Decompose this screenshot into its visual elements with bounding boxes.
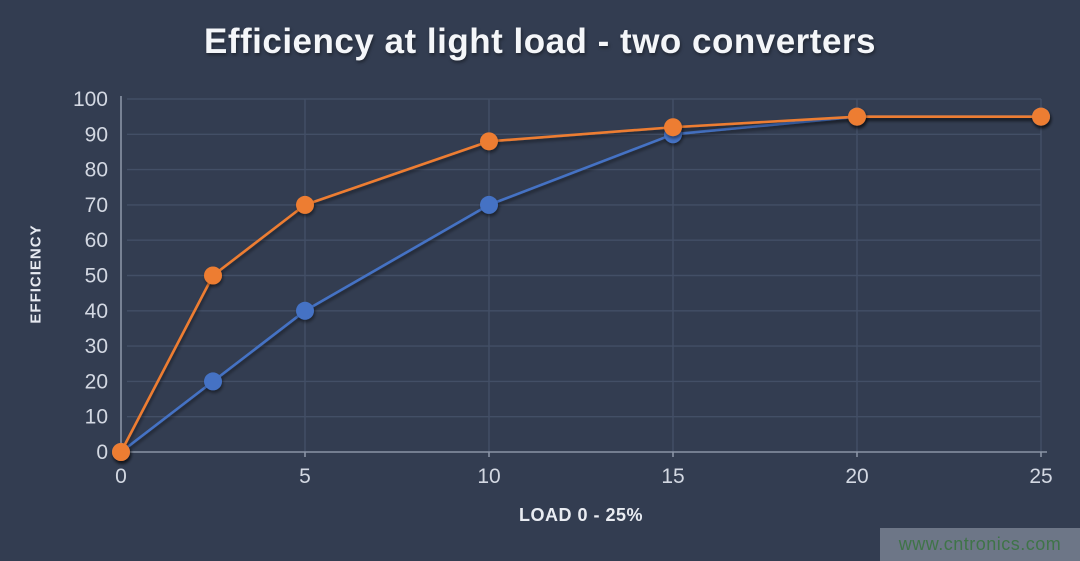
y-tick-label-40: 40 — [85, 300, 108, 323]
y-tick-label-20: 20 — [85, 370, 108, 393]
data-point-converter-orange-x0 — [112, 443, 130, 461]
data-point-converter-blue-x2.5 — [204, 372, 222, 391]
chart-title: Efficiency at light load - two converter… — [203, 22, 877, 61]
data-point-converter-orange-x15 — [664, 118, 682, 137]
data-point-converter-blue-x10 — [480, 195, 498, 214]
x-tick-label-20: 20 — [845, 465, 868, 488]
y-tick-label-10: 10 — [85, 406, 108, 429]
series-line-converter-blue — [120, 115, 1041, 454]
x-tick-label-25: 25 — [1029, 465, 1052, 488]
watermark: www.cntronics.com — [880, 528, 1080, 561]
y-tick-label-50: 50 — [85, 265, 108, 288]
y-tick-label-80: 80 — [85, 159, 108, 182]
data-point-converter-orange-x25 — [1032, 107, 1050, 126]
y-tick-label-0: 0 — [96, 441, 108, 464]
series-line-converter-orange — [119, 115, 1041, 453]
x-tick-label-10: 10 — [477, 465, 500, 488]
x-tick-label-15: 15 — [661, 465, 684, 488]
data-point-converter-orange-x5 — [296, 195, 314, 214]
y-tick-label-90: 90 — [85, 123, 108, 146]
y-tick-label-100: 100 — [73, 88, 108, 111]
data-point-converter-orange-x20 — [848, 107, 866, 126]
data-point-converter-orange-x2.5 — [204, 266, 222, 285]
data-point-converter-orange-x10 — [480, 132, 498, 151]
y-tick-label-60: 60 — [85, 229, 108, 252]
x-tick-label-5: 5 — [299, 465, 311, 488]
data-point-converter-blue-x5 — [296, 301, 314, 320]
y-tick-label-70: 70 — [85, 194, 108, 217]
y-tick-label-30: 30 — [85, 335, 108, 358]
x-tick-label-0: 0 — [115, 465, 127, 488]
x-axis-title: LOAD 0 - 25% — [518, 505, 644, 525]
